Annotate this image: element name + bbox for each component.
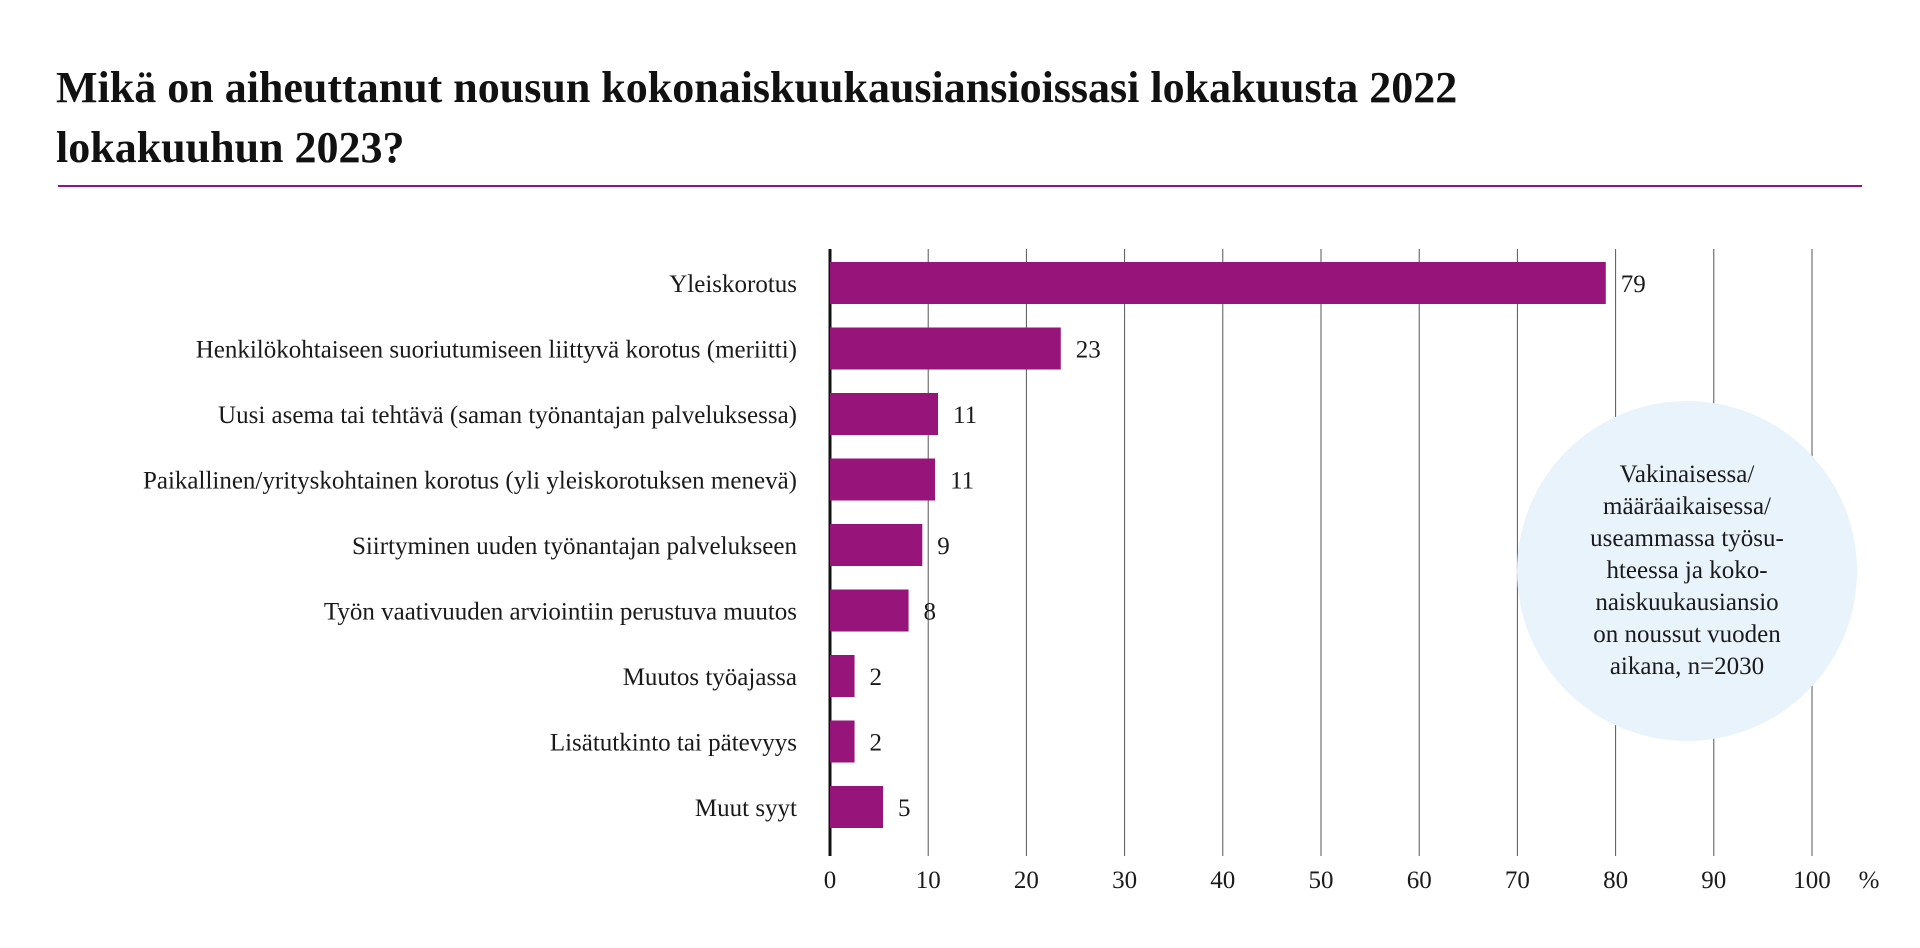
value-label-9: 5 [898, 795, 911, 822]
bars [830, 262, 1606, 828]
chart-title: Mikä on aiheuttanut nousun kokonaiskuuka… [56, 63, 1458, 172]
bar-2 [830, 327, 1061, 370]
x-tick-label-100: 100 [1793, 867, 1831, 894]
x-tick-label-60: 60 [1407, 867, 1432, 894]
category-label-9: Muut syyt [695, 795, 797, 822]
category-label-7: Muutos työajassa [623, 664, 797, 691]
category-label-8: Lisätutkinto tai pätevyys [550, 730, 797, 757]
x-tick-label-10: 10 [916, 867, 941, 894]
x-tick-label-40: 40 [1210, 867, 1235, 894]
x-tick-label-30: 30 [1112, 867, 1137, 894]
bar-3 [830, 393, 939, 435]
value-label-7: 2 [870, 664, 883, 691]
bar-1 [830, 262, 1606, 304]
value-label-5: 9 [937, 533, 950, 560]
bar-8 [830, 720, 855, 763]
category-label-1: Yleiskorotus [669, 271, 797, 298]
x-axis-ticks: 0 10 20 30 40 50 60 70 80 90 100% [824, 867, 1880, 894]
bar-4 [830, 458, 936, 501]
x-axis-unit: % [1859, 867, 1880, 894]
x-tick-label-20: 20 [1014, 867, 1039, 894]
value-label-4: 11 [950, 468, 974, 495]
category-label-5: Siirtyminen uuden työnantajan palvelukse… [352, 533, 798, 560]
bar-6 [830, 589, 909, 632]
bar-7 [830, 655, 855, 697]
value-label-8: 2 [870, 730, 883, 757]
bar-9 [830, 786, 884, 828]
category-label-3: Uusi asema tai tehtävä (saman työnantaja… [218, 402, 797, 429]
category-label-6: Työn vaativuuden arviointiin perustuva m… [324, 599, 797, 626]
x-tick-label-70: 70 [1505, 867, 1530, 894]
x-tick-label-50: 50 [1309, 867, 1334, 894]
x-tick-label-90: 90 [1701, 867, 1726, 894]
value-label-2: 23 [1076, 337, 1101, 364]
sample-note-circle: Vakinaisessa/ määräaikaisessa/ useammass… [1517, 401, 1857, 741]
title-divider [58, 185, 1862, 187]
sample-note-text: Vakinaisessa/ määräaikaisessa/ useammass… [1590, 461, 1784, 680]
category-label-4: Paikallinen/yrityskohtainen korotus (yli… [143, 468, 797, 495]
x-tick-label-0: 0 [824, 867, 837, 894]
value-label-6: 8 [924, 599, 937, 626]
labels: Yleiskorotus 79 Henkilökohtaiseen suoriutu… [143, 271, 1646, 822]
value-label-3: 11 [953, 402, 977, 429]
category-label-2: Henkilökohtaiseen suoriutumiseen liittyv… [196, 337, 797, 364]
x-tick-label-80: 80 [1603, 867, 1628, 894]
value-label-1: 79 [1621, 271, 1646, 298]
bar-5 [830, 524, 923, 566]
